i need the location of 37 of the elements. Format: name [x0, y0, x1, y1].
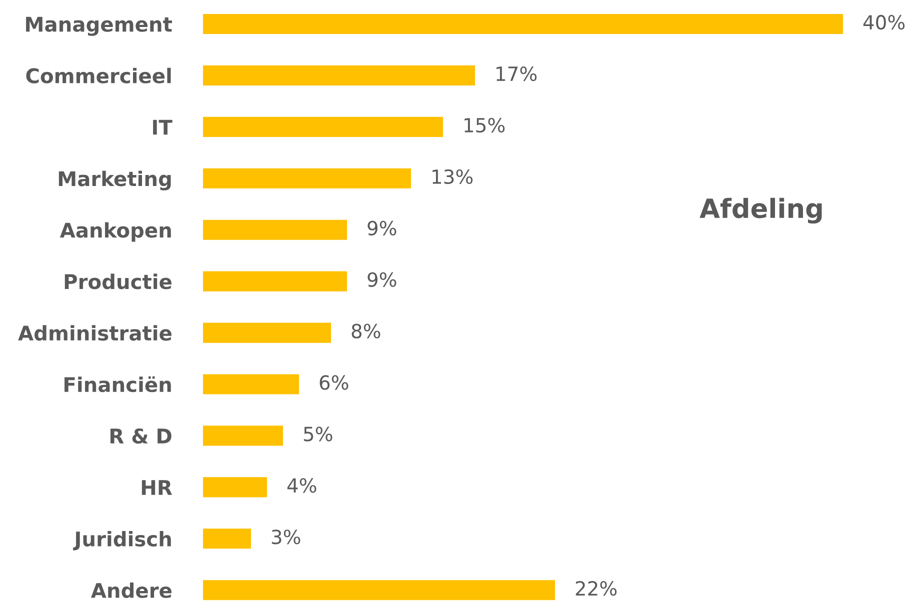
data-label: 17%: [496, 66, 537, 82]
data-label: 22%: [576, 581, 617, 596]
text: Afdeling: [700, 198, 822, 224]
data-label: 3%: [272, 530, 300, 544]
bar: [203, 116, 443, 137]
y-tick-label: Management: [26, 16, 172, 36]
bar: [203, 322, 331, 343]
y-tick-label: R & D: [110, 428, 172, 444]
bar: [203, 426, 283, 446]
bar: [203, 580, 555, 600]
bar: [203, 65, 475, 86]
bar: [203, 477, 267, 498]
bar: [203, 14, 843, 34]
y-tick-label: Commercieel: [26, 68, 171, 84]
bar: [203, 528, 251, 549]
data-label: 4%: [287, 478, 316, 493]
data-label: 9%: [368, 272, 396, 287]
y-tick-label: HR: [142, 480, 172, 495]
y-tick-label: Marketing: [58, 170, 171, 190]
data-label: 5%: [304, 426, 332, 442]
data-label: 13%: [432, 169, 473, 184]
bar: [203, 168, 411, 188]
data-label: 40%: [863, 14, 905, 30]
data-label: 8%: [352, 324, 380, 338]
bar: [203, 271, 347, 292]
y-tick-label: Andere: [90, 582, 172, 598]
y-tick-label: Aankopen: [60, 222, 171, 242]
data-label: 9%: [368, 220, 396, 236]
y-tick-label: Productie: [64, 274, 172, 290]
y-tick-label: Juridisch: [73, 530, 171, 550]
data-label: 6%: [320, 375, 348, 390]
data-label: 15%: [464, 118, 505, 133]
bar: [203, 374, 299, 394]
bar: [203, 220, 347, 240]
y-tick-label: Financiën: [64, 376, 171, 392]
y-tick-label: Administratie: [18, 325, 172, 341]
y-tick-label: IT: [153, 120, 172, 135]
